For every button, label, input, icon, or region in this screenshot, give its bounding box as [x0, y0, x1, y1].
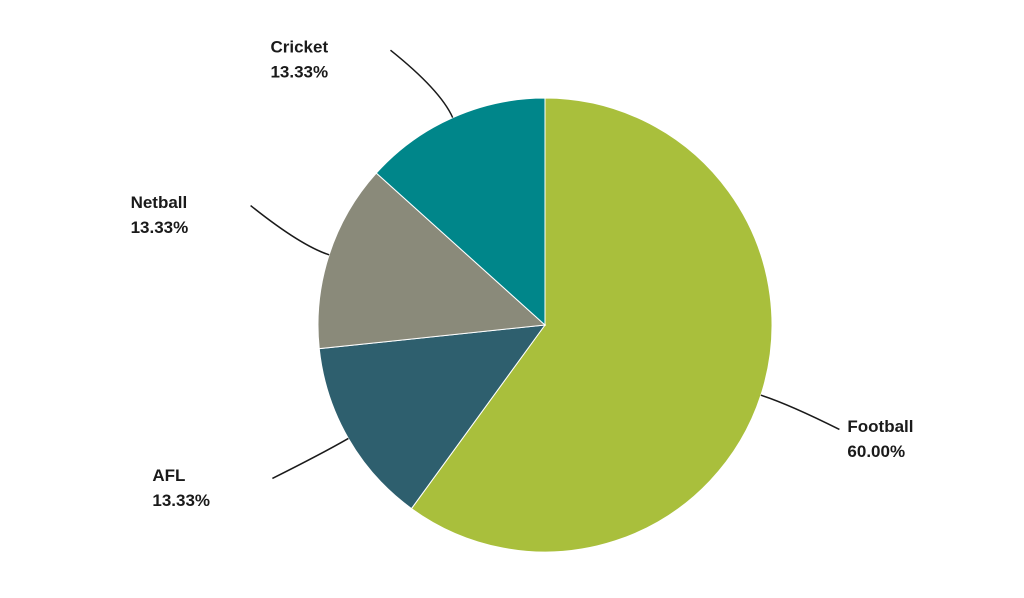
slice-label: Football: [847, 417, 913, 436]
pie-slice: [317, 172, 547, 350]
leader-line: [390, 49, 454, 118]
slice-label: AFL: [152, 466, 185, 485]
slice-label: Cricket: [270, 38, 328, 57]
slice-label: Netball: [131, 193, 188, 212]
leader-line: [250, 204, 330, 256]
pie-slice: [410, 97, 773, 553]
slice-value-label: 13.33%: [152, 491, 210, 510]
pie-slice: [318, 324, 547, 510]
slice-value-label: 13.33%: [131, 218, 189, 237]
leader-line: [760, 394, 840, 431]
slice-value-label: 60.00%: [847, 442, 905, 461]
leader-line: [272, 437, 349, 480]
slice-value-label: 13.33%: [270, 63, 328, 82]
